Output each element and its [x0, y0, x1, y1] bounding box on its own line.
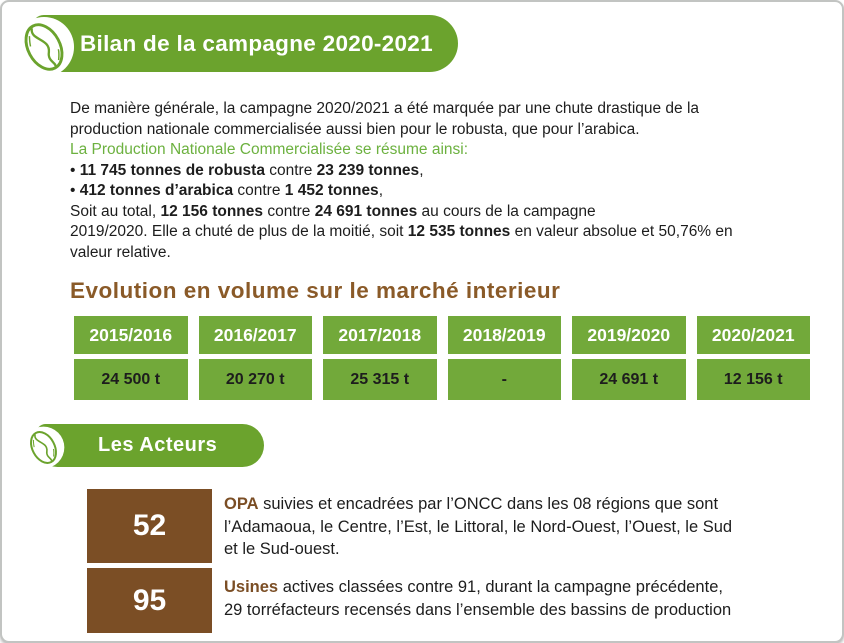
intro-paragraph: De manière générale, la campagne 2020/20… — [70, 99, 800, 263]
table-year-cell: 2016/2017 — [198, 316, 312, 354]
table-column: 2017/2018 25 315 t — [323, 316, 437, 400]
table-value-cell: 24 691 t — [572, 359, 686, 400]
acteurs-banner: Les Acteurs — [36, 424, 264, 467]
table-column: 2016/2017 20 270 t — [198, 316, 312, 400]
text-line: Usines actives classées contre 91, duran… — [224, 578, 723, 596]
acteurs-banner-title: Les Acteurs — [98, 434, 218, 456]
text-line: 29 torréfacteurs recensés dans l’ensembl… — [224, 600, 732, 619]
text-line: OPA suivies et encadrées par l’ONCC dans… — [224, 495, 719, 513]
section-title: Evolution en volume sur le marché interi… — [70, 278, 561, 303]
table-column: 2019/2020 24 691 t — [572, 316, 686, 400]
table-value-cell: - — [447, 359, 561, 400]
opa-count-box: 52 — [87, 489, 212, 563]
table-value-cell: 24 500 t — [74, 359, 188, 400]
table-year-cell: 2017/2018 — [323, 316, 437, 354]
coffee-bean-icon — [13, 16, 75, 78]
table-year-cell: 2019/2020 — [572, 316, 686, 354]
table-year-cell: 2015/2016 — [74, 316, 188, 354]
table-year-cell: 2018/2019 — [447, 316, 561, 354]
text-line: • 11 745 tonnes de robusta contre 23 239… — [70, 161, 424, 179]
usines-count: 95 — [132, 584, 167, 617]
table-column: 2018/2019 - — [447, 316, 561, 400]
table-value-cell: 20 270 t — [198, 359, 312, 400]
text-line: l’Adamaoua, le Centre, l’Est, le Littora… — [224, 517, 733, 536]
text-line: De manière générale, la campagne 2020/20… — [70, 100, 700, 117]
text-line: 2019/2020. Elle a chuté de plus de la mo… — [70, 223, 733, 240]
usines-description: Usines actives classées contre 91, duran… — [224, 576, 824, 621]
table-year-cell: 2020/2021 — [696, 316, 810, 354]
text-line: et le Sud-ouest. — [224, 540, 340, 558]
volume-table: 2015/2016 24 500 t 2016/2017 20 270 t 2017/2… — [74, 316, 810, 400]
table-column: 2015/2016 24 500 t — [74, 316, 188, 400]
text-line: La Production Nationale Commercialisée s… — [70, 141, 469, 158]
campaign-banner-title: Bilan de la campagne 2020-2021 — [80, 31, 433, 56]
text-line: Soit au total, 12 156 tonnes contre 24 6… — [70, 202, 596, 220]
table-column: 2020/2021 12 156 t — [696, 316, 810, 400]
opa-count: 52 — [132, 509, 167, 542]
text-line: valeur relative. — [70, 243, 171, 261]
table-value-cell: 12 156 t — [696, 359, 810, 400]
opa-description: OPA suivies et encadrées par l’ONCC dans… — [224, 493, 824, 561]
text-line: production nationale commercialisée auss… — [70, 120, 640, 138]
campaign-banner: Bilan de la campagne 2020-2021 — [32, 15, 458, 72]
table-value-cell: 25 315 t — [323, 359, 437, 400]
coffee-bean-icon — [22, 426, 65, 469]
usines-count-box: 95 — [87, 568, 212, 633]
text-line: • 412 tonnes d’arabica contre 1 452 tonn… — [70, 182, 383, 199]
